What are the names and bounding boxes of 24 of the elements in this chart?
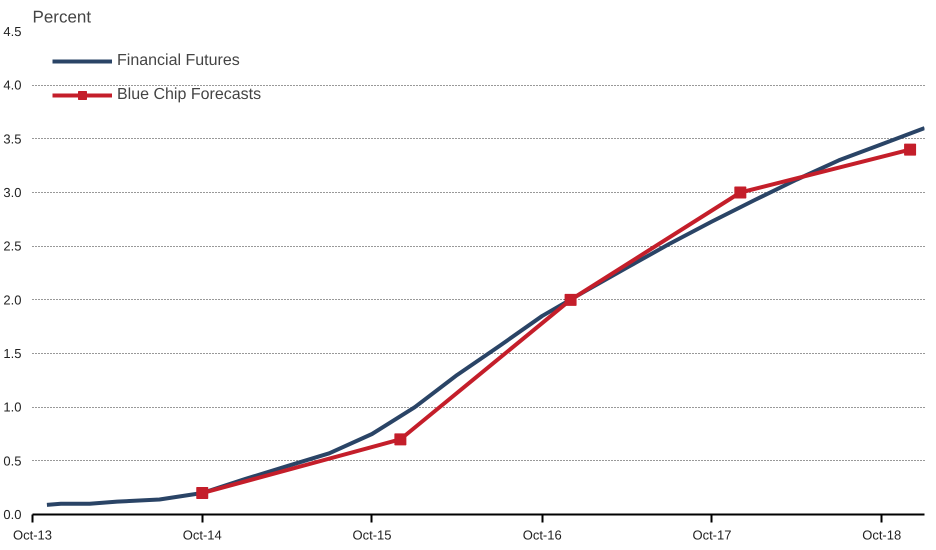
point (904, 144, 916, 156)
y-tick-label: 3.0 (3, 185, 22, 200)
y-tick-label: 2.0 (3, 292, 22, 308)
x-tick-label: Oct-17 (692, 528, 732, 542)
y-tick-label: 0.0 (3, 507, 22, 522)
y-tick-label: 3.5 (3, 131, 22, 146)
y-axis-title: Percent (32, 8, 92, 26)
x-tick-label: Oct-14 (182, 528, 222, 542)
legend-label: Blue Chip Forecasts (117, 86, 262, 104)
y-tick-label: 2.5 (3, 238, 22, 254)
x-tick-label: Oct-13 (12, 528, 52, 542)
x-tick-label: Oct-16 (522, 528, 562, 542)
point (394, 433, 406, 446)
point (734, 186, 746, 198)
x-tick-label: Oct-18 (862, 528, 902, 542)
y-tick-label: 0.5 (3, 453, 22, 468)
legend-label: Financial Futures (117, 52, 240, 70)
point (564, 294, 577, 306)
y-tick-label: 4.0 (3, 78, 22, 93)
y-tick-label: 4.5 (3, 24, 22, 39)
point (196, 487, 208, 500)
y-tick-label: 1.5 (3, 346, 22, 361)
x-tick-label: Oct-15 (352, 528, 392, 542)
y-tick-label: 1.0 (3, 400, 22, 415)
